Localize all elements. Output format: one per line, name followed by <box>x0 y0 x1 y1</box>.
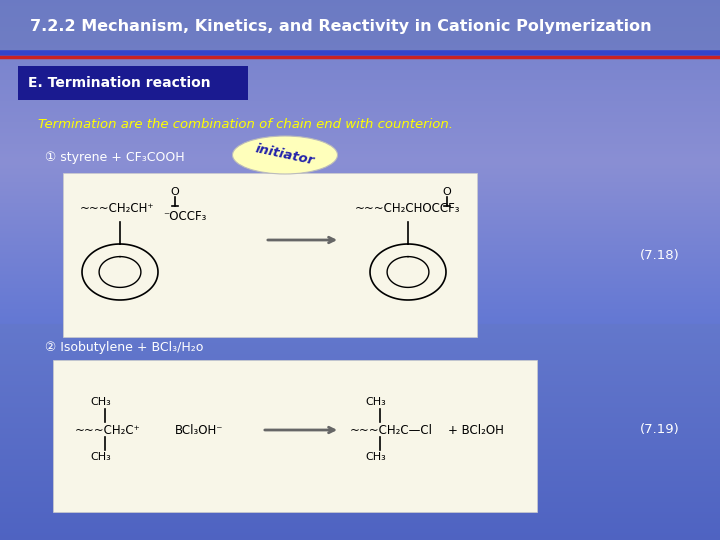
Text: Termination are the combination of chain end with counterion.: Termination are the combination of chain… <box>38 118 453 132</box>
Text: BCl₃OH⁻: BCl₃OH⁻ <box>175 423 223 436</box>
Text: CH₃: CH₃ <box>90 452 111 462</box>
Text: CH₃: CH₃ <box>365 452 386 462</box>
FancyBboxPatch shape <box>53 360 537 512</box>
FancyBboxPatch shape <box>63 173 477 337</box>
Text: + BCl₂OH: + BCl₂OH <box>448 423 504 436</box>
Text: ① styrene + CF₃COOH: ① styrene + CF₃COOH <box>45 152 184 165</box>
Text: ⁻OCCF₃: ⁻OCCF₃ <box>163 211 207 224</box>
Text: (7.18): (7.18) <box>640 248 680 261</box>
Text: 7.2.2 Mechanism, Kinetics, and Reactivity in Cationic Polymerization: 7.2.2 Mechanism, Kinetics, and Reactivit… <box>30 18 652 33</box>
Text: ② Isobutylene + BCl₃/H₂o: ② Isobutylene + BCl₃/H₂o <box>45 341 203 354</box>
Text: initiator: initiator <box>254 143 316 167</box>
Text: ~~~CH₂C⁺: ~~~CH₂C⁺ <box>75 423 140 436</box>
Text: ~~~CH₂CH⁺: ~~~CH₂CH⁺ <box>80 201 155 214</box>
Ellipse shape <box>233 136 338 174</box>
FancyBboxPatch shape <box>18 66 248 100</box>
Text: ~~~CH₂CHOCCF₃: ~~~CH₂CHOCCF₃ <box>355 201 461 214</box>
Text: O: O <box>443 187 451 197</box>
FancyBboxPatch shape <box>0 0 720 52</box>
Text: E. Termination reaction: E. Termination reaction <box>28 76 211 90</box>
Text: CH₃: CH₃ <box>90 397 111 407</box>
Text: O: O <box>171 187 179 197</box>
Text: (7.19): (7.19) <box>640 423 680 436</box>
Text: CH₃: CH₃ <box>365 397 386 407</box>
Text: ~~~CH₂C—Cl: ~~~CH₂C—Cl <box>350 423 433 436</box>
